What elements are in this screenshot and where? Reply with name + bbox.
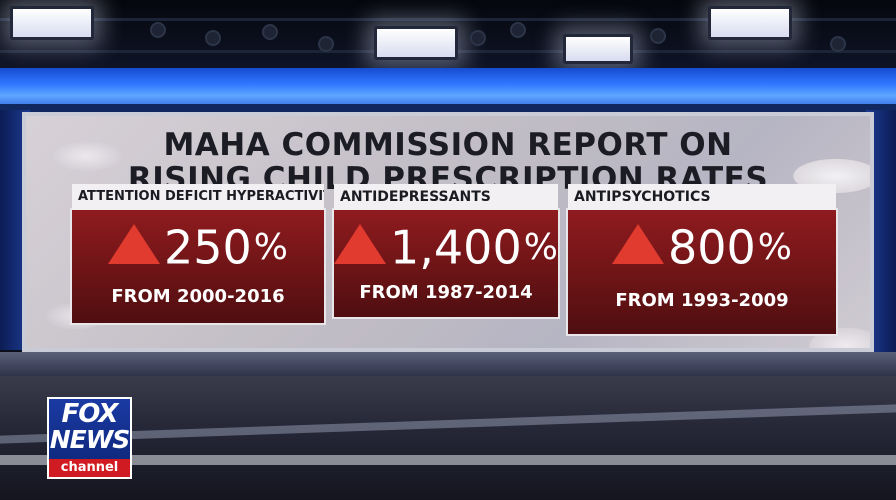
logo-news: NEWS — [49, 425, 130, 454]
spot-light — [470, 30, 486, 46]
desk-stripe — [0, 455, 896, 465]
stat-panel-antipsychotics: ANTIPSYCHOTICS 800% FROM 1993-2009 — [566, 184, 838, 336]
percent-sign: % — [757, 226, 793, 268]
studio-light — [563, 34, 633, 64]
lighting-truss — [0, 18, 896, 21]
logo-channel: channel — [49, 459, 130, 477]
panel-date-range: FROM 2000-2016 — [111, 286, 285, 307]
percent-number: 250 — [163, 220, 252, 275]
percent-number: 1,400 — [390, 220, 522, 275]
spot-light — [650, 28, 666, 44]
percent-sign: % — [253, 226, 289, 268]
title-line-1: MAHA COMMISSION REPORT ON — [163, 127, 733, 163]
video-wall: MAHA COMMISSION REPORT ON RISING CHILD P… — [22, 112, 874, 352]
stat-panel-antidepressants: ANTIDEPRESSANTS 1,400% FROM 1987-2014 — [332, 184, 560, 319]
increase-arrow-icon — [107, 223, 160, 264]
panel-value: 800% — [568, 216, 836, 276]
spot-light — [205, 30, 221, 46]
studio-light — [374, 26, 458, 60]
increase-arrow-icon — [334, 223, 387, 264]
panel-value: 250% — [72, 216, 324, 276]
percent-sign: % — [523, 226, 558, 268]
panel-date-range: FROM 1993-2009 — [615, 290, 789, 311]
panel-header: ANTIPSYCHOTICS — [568, 184, 836, 210]
spot-light — [510, 22, 526, 38]
panel-date-range: FROM 1987-2014 — [359, 282, 533, 303]
stat-panel-adhd: ATTENTION DEFICIT HYPERACTIVITY DISORDER… — [70, 184, 326, 325]
spot-light — [262, 24, 278, 40]
spot-light — [150, 22, 166, 38]
logo-fox: FOX — [61, 399, 119, 429]
wall-ledge — [0, 352, 896, 378]
studio-light — [10, 6, 94, 40]
panel-header: ATTENTION DEFICIT HYPERACTIVITY DISORDER — [72, 184, 324, 210]
network-logo: FOX NEWS channel — [47, 397, 132, 479]
spot-light — [318, 36, 334, 52]
panel-value: 1,400% — [334, 216, 558, 276]
studio-light — [708, 6, 792, 40]
increase-arrow-icon — [611, 223, 664, 264]
spot-light — [830, 36, 846, 52]
percent-number: 800 — [667, 220, 756, 275]
panel-header: ANTIDEPRESSANTS — [334, 184, 558, 210]
